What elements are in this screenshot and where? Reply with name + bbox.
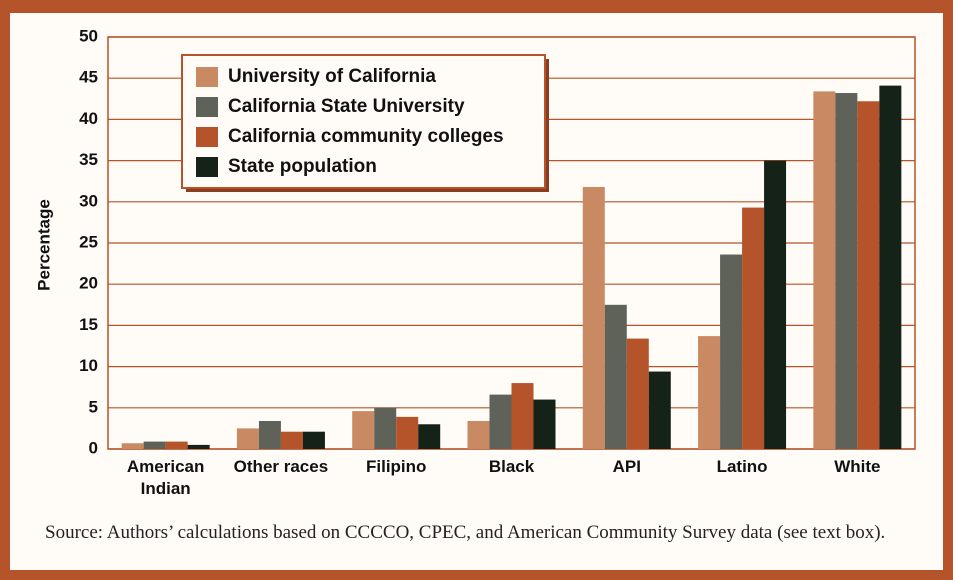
bar	[582, 186, 605, 449]
x-tick-label: White	[834, 457, 881, 476]
bar	[187, 444, 210, 449]
bar	[835, 93, 858, 450]
legend-swatch	[196, 97, 218, 117]
y-tick-label: 50	[79, 26, 98, 45]
x-tick-label: Filipino	[365, 457, 427, 476]
legend	[181, 54, 546, 189]
bar	[533, 399, 556, 449]
bar	[143, 441, 166, 449]
bar	[813, 91, 836, 449]
y-tick-label: 20	[79, 274, 98, 293]
legend-label: California community colleges	[228, 126, 504, 147]
legend-label: University of California	[228, 66, 436, 87]
y-axis-label: Percentage	[34, 199, 53, 291]
source-note: Source: Authors’ calculations based on C…	[45, 522, 886, 543]
bar	[302, 431, 325, 449]
legend-label: California State University	[228, 96, 465, 117]
bar	[121, 443, 144, 449]
bar	[604, 304, 627, 449]
x-tick-label: Other races	[233, 457, 329, 476]
bar	[418, 424, 441, 449]
bar	[236, 428, 259, 449]
legend-swatch	[196, 157, 218, 177]
bar	[396, 416, 419, 449]
bar	[879, 85, 902, 449]
bar	[374, 407, 397, 449]
bar	[626, 338, 649, 449]
y-tick-label: 5	[89, 397, 98, 416]
x-tick-label: Latino	[716, 457, 768, 476]
y-tick-label: 10	[79, 356, 98, 375]
bar	[720, 254, 743, 449]
x-tick-label: Black	[488, 457, 535, 476]
bar	[511, 383, 534, 449]
bar	[764, 160, 787, 449]
bar	[698, 336, 721, 449]
bar	[280, 431, 303, 449]
bar	[648, 371, 671, 449]
y-tick-label: 35	[79, 150, 98, 169]
bar	[258, 420, 281, 449]
x-tick-label: American Indian	[126, 457, 205, 498]
y-tick-label: 40	[79, 109, 98, 128]
x-tick-label: API	[612, 457, 641, 476]
bar	[467, 420, 490, 449]
legend-swatch	[196, 67, 218, 87]
bar	[742, 207, 765, 449]
bar	[352, 411, 375, 449]
y-tick-label: 15	[79, 315, 98, 334]
y-tick-label: 0	[89, 438, 98, 457]
y-tick-label: 45	[79, 68, 98, 87]
bar	[857, 101, 880, 449]
legend-swatch	[196, 127, 218, 147]
y-tick-label: 30	[79, 191, 98, 210]
bar	[489, 394, 512, 449]
legend-label: State population	[228, 156, 377, 177]
y-tick-label: 25	[79, 232, 98, 251]
bar	[165, 441, 188, 449]
